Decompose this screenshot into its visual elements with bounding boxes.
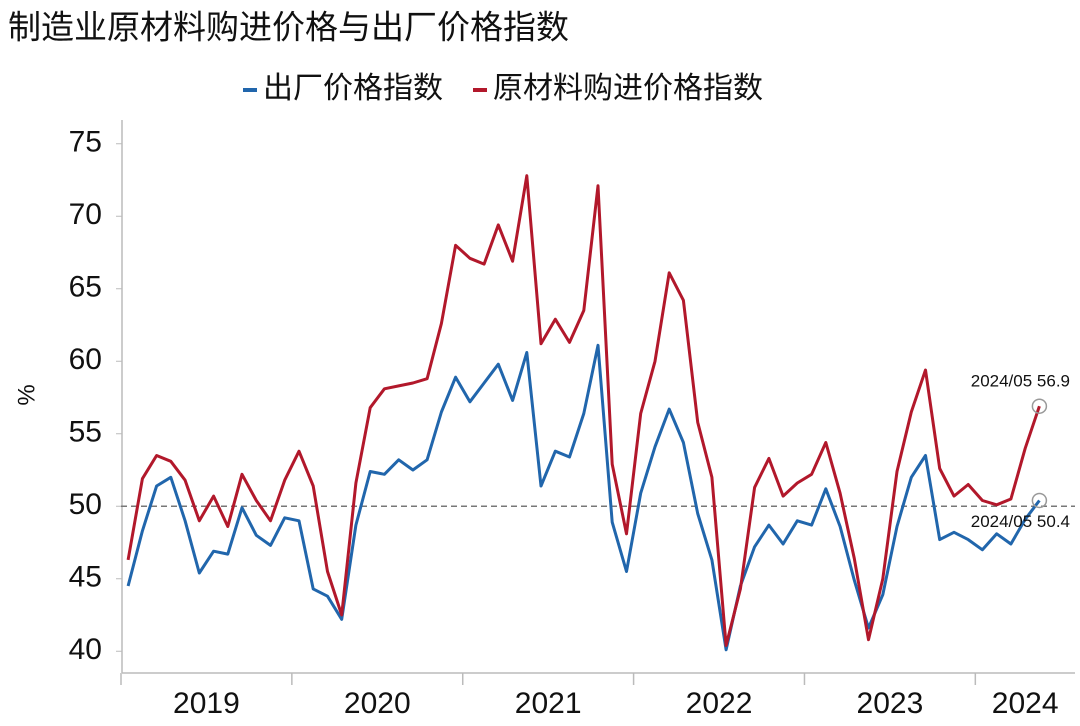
y-tick-label: 70 xyxy=(69,198,102,231)
series-line xyxy=(126,343,1041,652)
y-tick-label: 50 xyxy=(69,488,102,521)
annotation: 2024/05 50.4 xyxy=(971,512,1070,531)
legend-label: 原材料购进价格指数 xyxy=(493,72,763,105)
y-tick-label: 60 xyxy=(69,343,102,376)
x-tick-label: 2024 xyxy=(992,687,1059,720)
annotation: 2024/05 56.9 xyxy=(971,372,1070,391)
y-tick-label: 45 xyxy=(69,561,102,594)
x-tick-label: 2021 xyxy=(515,687,582,720)
y-tick-label: 75 xyxy=(69,126,102,159)
y-tick-label: 55 xyxy=(69,416,102,449)
y-tick-label: 40 xyxy=(69,633,102,666)
chart-title: 制造业原材料购进价格与出厂价格指数 xyxy=(8,9,569,46)
annotation-marker xyxy=(1031,492,1048,509)
x-tick-label: 2020 xyxy=(344,687,411,720)
series-line xyxy=(126,174,1041,647)
x-tick-label: 2023 xyxy=(857,687,924,720)
legend-label: 出厂价格指数 xyxy=(263,72,443,105)
x-tick-label: 2022 xyxy=(686,687,753,720)
y-tick-label: 65 xyxy=(69,271,102,304)
y-axis-label: % xyxy=(13,384,40,405)
x-tick-label: 2019 xyxy=(173,687,240,720)
annotation-marker xyxy=(1031,398,1048,414)
